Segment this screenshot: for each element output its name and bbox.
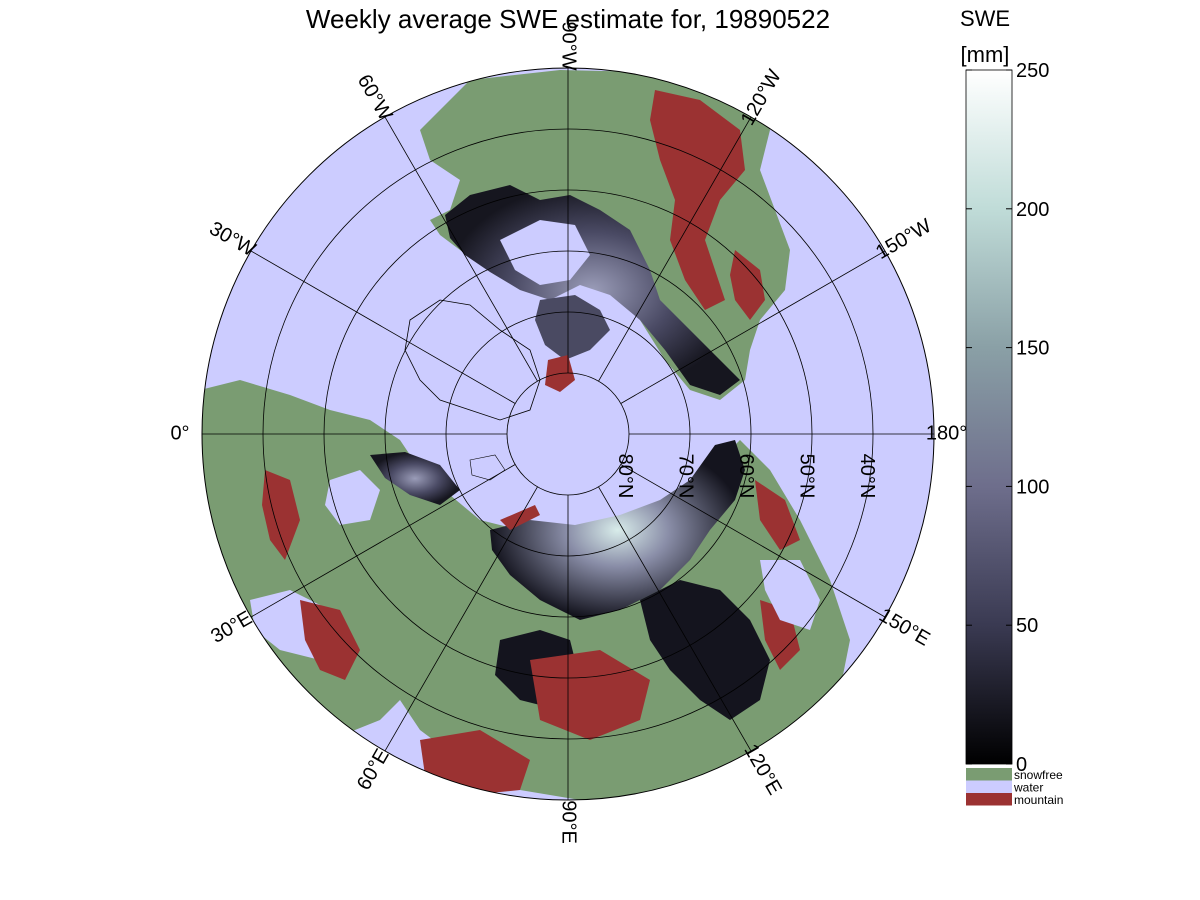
longitude-label: 0°	[170, 422, 189, 444]
category-swatch-water	[966, 781, 1012, 794]
colorbar-tick-label: 100	[1016, 476, 1049, 498]
category-swatch-mountain	[966, 793, 1012, 806]
colorbar-label-unit: [mm]	[961, 42, 1010, 67]
latitude-label: 80°N	[614, 454, 636, 499]
longitude-label: 150°W	[872, 215, 935, 264]
colorbar-tick-label: 150	[1016, 338, 1049, 360]
longitude-label: 120°E	[739, 740, 785, 798]
colorbar-tick-label: 50	[1016, 615, 1038, 637]
colorbar-tick-label: 250	[1016, 60, 1049, 82]
longitude-label: 90°W	[558, 21, 580, 70]
longitude-label: 120°W	[737, 66, 786, 129]
longitude-label: 90°E	[558, 800, 580, 844]
category-label-mountain: mountain	[1014, 793, 1063, 807]
colorbar-gradient	[966, 70, 1012, 764]
longitude-label: 150°E	[875, 604, 933, 650]
longitude-label: 60°W	[353, 71, 397, 125]
colorbar-tick-label: 200	[1016, 199, 1049, 221]
latitude-label: 40°N	[856, 454, 878, 499]
longitude-label: 30°W	[206, 218, 260, 262]
latitude-label: 50°N	[795, 454, 817, 499]
latitude-label: 70°N	[675, 454, 697, 499]
latitude-label: 60°N	[735, 454, 757, 499]
colorbar-label-swe: SWE	[960, 6, 1010, 31]
category-swatch-snowfree	[966, 768, 1012, 781]
